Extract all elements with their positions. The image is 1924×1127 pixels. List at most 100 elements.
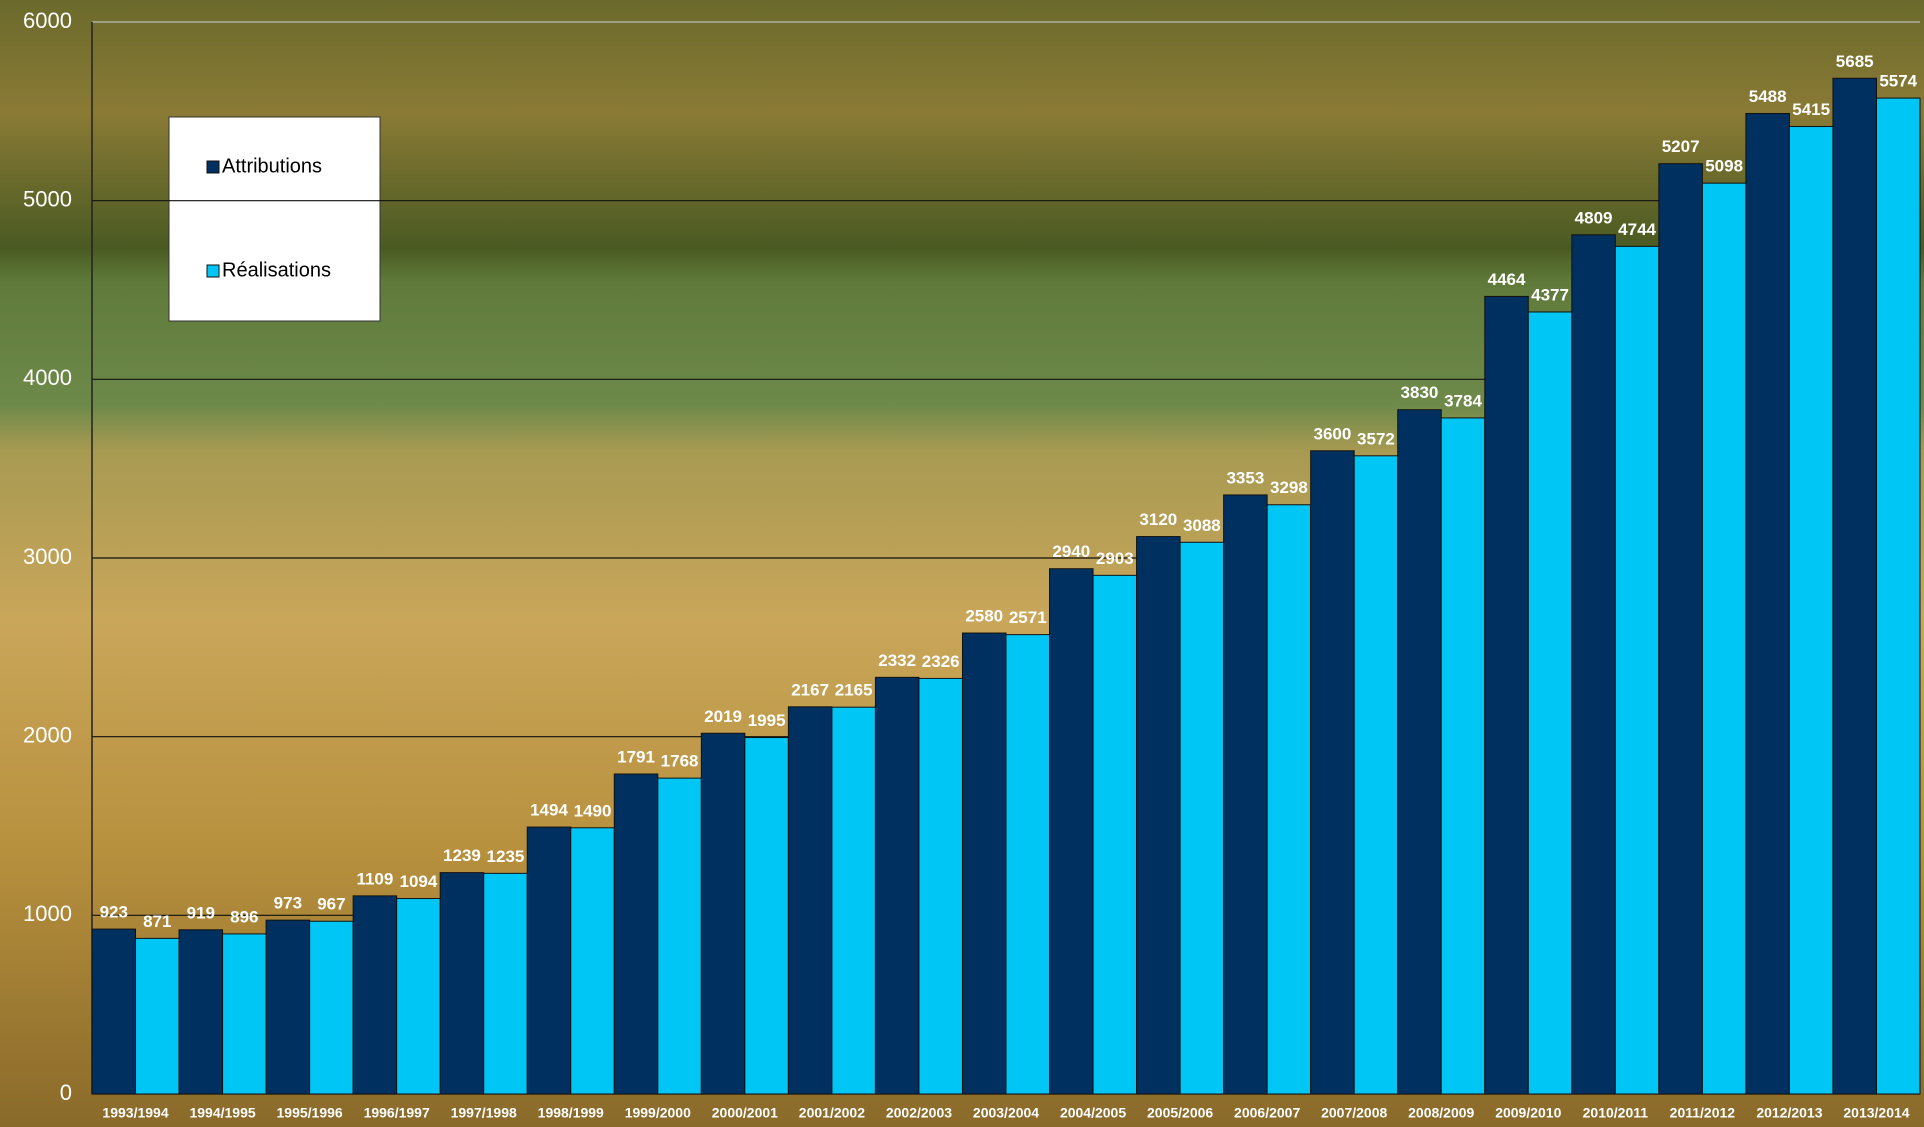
value-label: 4744 bbox=[1618, 220, 1656, 239]
x-tick-label: 1996/1997 bbox=[364, 1105, 430, 1121]
y-tick-label: 6000 bbox=[23, 8, 72, 33]
bar bbox=[266, 920, 310, 1094]
x-tick-label: 2012/2013 bbox=[1756, 1105, 1822, 1121]
value-label: 1235 bbox=[487, 847, 525, 866]
x-tick-label: 2007/2008 bbox=[1321, 1105, 1387, 1121]
bar bbox=[614, 774, 658, 1094]
value-label: 5207 bbox=[1662, 137, 1700, 156]
value-label: 3784 bbox=[1444, 391, 1482, 410]
y-tick-label: 1000 bbox=[23, 901, 72, 926]
value-label: 1109 bbox=[356, 869, 393, 888]
legend-label: Attributions bbox=[222, 155, 322, 177]
bar bbox=[527, 827, 571, 1094]
value-label: 5098 bbox=[1705, 157, 1743, 176]
bar bbox=[1006, 635, 1050, 1094]
x-tick-label: 2003/2004 bbox=[973, 1105, 1039, 1121]
bar bbox=[788, 707, 832, 1094]
bar bbox=[179, 930, 223, 1094]
bar bbox=[919, 678, 963, 1094]
bar bbox=[310, 921, 354, 1094]
bar bbox=[571, 828, 615, 1094]
bar bbox=[1224, 495, 1268, 1094]
bar bbox=[1441, 418, 1485, 1094]
bar bbox=[223, 934, 267, 1094]
legend-box bbox=[169, 117, 380, 321]
value-label: 3572 bbox=[1357, 429, 1395, 448]
bar bbox=[484, 873, 528, 1094]
bar bbox=[832, 707, 876, 1094]
legend-swatch bbox=[207, 161, 219, 173]
value-label: 2580 bbox=[965, 607, 1003, 626]
x-tick-label: 2005/2006 bbox=[1147, 1105, 1213, 1121]
value-label: 3830 bbox=[1401, 383, 1439, 402]
value-label: 3600 bbox=[1314, 424, 1352, 443]
value-label: 919 bbox=[187, 903, 215, 922]
y-tick-label: 3000 bbox=[23, 544, 72, 569]
bar bbox=[962, 633, 1006, 1094]
value-label: 1791 bbox=[617, 747, 655, 766]
y-tick-label: 5000 bbox=[23, 186, 72, 211]
bar bbox=[1528, 312, 1572, 1094]
bar bbox=[1485, 296, 1529, 1094]
value-label: 5574 bbox=[1879, 72, 1917, 91]
x-tick-label: 1997/1998 bbox=[451, 1105, 517, 1121]
bar bbox=[1093, 575, 1137, 1094]
value-label: 2326 bbox=[922, 652, 960, 671]
value-label: 1768 bbox=[661, 752, 699, 771]
x-tick-label: 2009/2010 bbox=[1495, 1105, 1561, 1121]
y-tick-label: 0 bbox=[60, 1080, 72, 1105]
bar bbox=[745, 738, 789, 1094]
value-label: 2167 bbox=[791, 680, 829, 699]
bar bbox=[1659, 164, 1703, 1094]
x-tick-label: 2011/2012 bbox=[1670, 1105, 1736, 1121]
bar bbox=[1615, 246, 1659, 1094]
x-tick-label: 2001/2002 bbox=[799, 1105, 865, 1121]
value-label: 1490 bbox=[574, 801, 612, 820]
bar bbox=[1267, 505, 1311, 1094]
bar bbox=[136, 938, 180, 1094]
value-label: 5488 bbox=[1749, 87, 1787, 106]
legend-label: Réalisations bbox=[222, 259, 331, 281]
value-label: 4377 bbox=[1531, 285, 1569, 304]
x-tick-label: 2006/2007 bbox=[1234, 1105, 1300, 1121]
bar bbox=[658, 778, 702, 1094]
chart: AttributionsRéalisations 010002000300040… bbox=[0, 0, 1924, 1127]
value-label: 3353 bbox=[1226, 468, 1264, 487]
value-label: 5685 bbox=[1836, 52, 1874, 71]
x-tick-label: 2013/2014 bbox=[1843, 1105, 1909, 1121]
value-label: 2019 bbox=[704, 707, 742, 726]
value-label: 4464 bbox=[1488, 270, 1526, 289]
value-label: 1494 bbox=[530, 801, 568, 820]
bar bbox=[1789, 127, 1833, 1094]
x-tick-label: 1995/1996 bbox=[277, 1105, 343, 1121]
y-tick-label: 4000 bbox=[23, 365, 72, 390]
x-tick-label: 2010/2011 bbox=[1583, 1105, 1649, 1121]
bar bbox=[92, 929, 136, 1094]
value-label: 1094 bbox=[400, 872, 438, 891]
bar bbox=[1833, 78, 1877, 1094]
value-label: 923 bbox=[100, 903, 128, 922]
bar bbox=[1137, 537, 1181, 1094]
value-label: 871 bbox=[143, 912, 171, 931]
bar bbox=[1746, 113, 1790, 1094]
value-label: 2903 bbox=[1096, 549, 1134, 568]
value-label: 2940 bbox=[1052, 542, 1090, 561]
value-label: 2165 bbox=[835, 681, 873, 700]
x-tick-label: 1998/1999 bbox=[538, 1105, 604, 1121]
bar bbox=[701, 733, 745, 1094]
value-label: 1995 bbox=[748, 711, 786, 730]
bar bbox=[1311, 451, 1355, 1094]
bar bbox=[1050, 569, 1094, 1094]
legend: Attributions Réalisations bbox=[169, 117, 380, 321]
bar bbox=[1876, 98, 1920, 1094]
value-label: 3088 bbox=[1183, 516, 1221, 535]
value-label: 967 bbox=[317, 895, 345, 914]
value-label: 4809 bbox=[1575, 208, 1613, 227]
bar bbox=[1354, 456, 1398, 1094]
x-tick-label: 1993/1994 bbox=[102, 1105, 168, 1121]
value-label: 973 bbox=[274, 894, 302, 913]
bar bbox=[1572, 235, 1616, 1094]
x-tick-label: 2008/2009 bbox=[1408, 1105, 1474, 1121]
value-label: 2332 bbox=[878, 651, 916, 670]
bar bbox=[875, 677, 919, 1094]
